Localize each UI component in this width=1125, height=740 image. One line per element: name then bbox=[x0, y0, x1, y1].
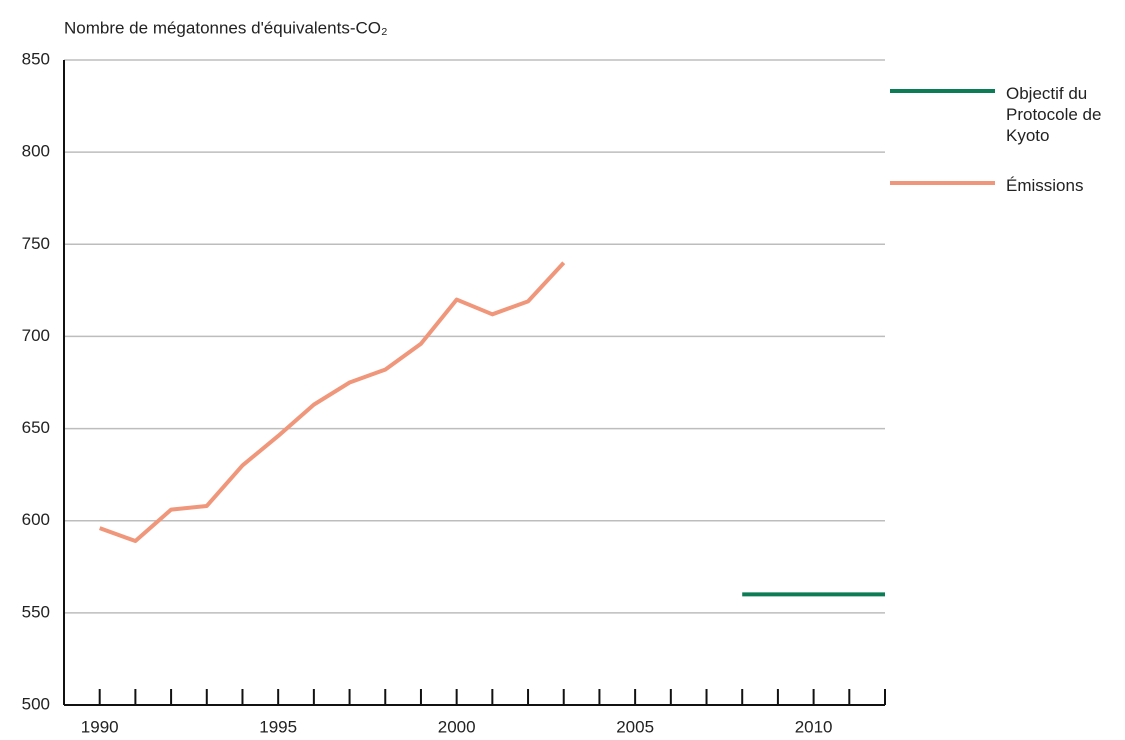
x-tick-label: 2000 bbox=[438, 717, 476, 736]
chart-title: Nombre de mégatonnes d'équivalents-CO₂ bbox=[64, 18, 388, 37]
series-line bbox=[99, 261, 566, 543]
x-tick-label: 1995 bbox=[259, 717, 297, 736]
y-tick-label: 500 bbox=[22, 694, 50, 713]
y-tick-label: 600 bbox=[22, 510, 50, 529]
y-tick-label: 650 bbox=[22, 418, 50, 437]
y-tick-label: 800 bbox=[22, 142, 50, 161]
y-tick-label: 700 bbox=[22, 326, 50, 345]
y-tick-label: 850 bbox=[22, 49, 50, 68]
legend-label: Objectif du Protocole de Kyoto bbox=[1006, 84, 1102, 145]
x-tick-label: 2010 bbox=[795, 717, 833, 736]
legend-label: Émissions bbox=[1006, 176, 1084, 195]
x-tick-label: 2005 bbox=[616, 717, 654, 736]
x-tick-label: 1990 bbox=[81, 717, 119, 736]
y-tick-label: 550 bbox=[22, 602, 50, 621]
y-tick-label: 750 bbox=[22, 234, 50, 253]
